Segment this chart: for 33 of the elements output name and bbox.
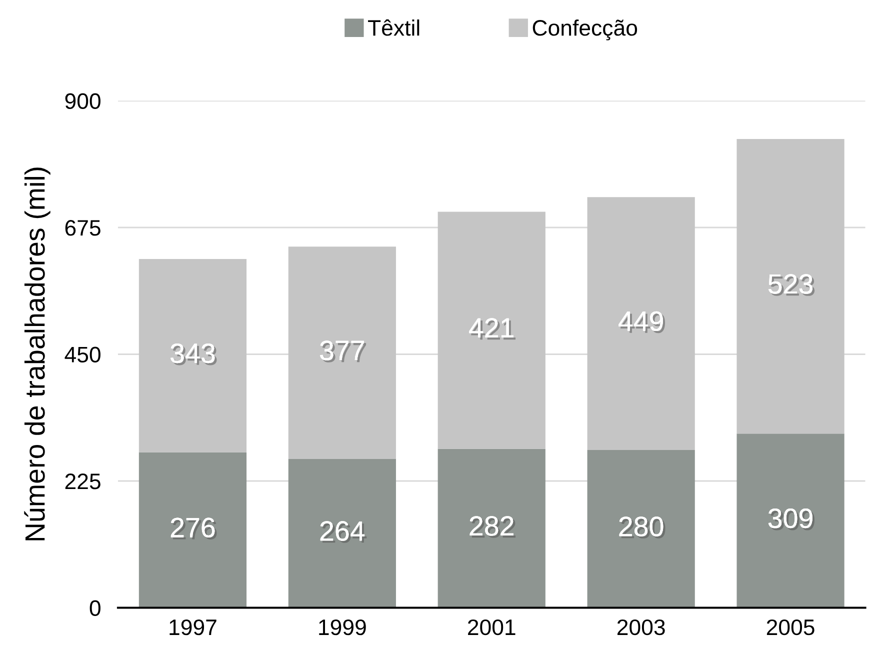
legend-label: Confecção [532, 19, 638, 40]
data-label: 449 [618, 311, 666, 334]
bar [736, 139, 844, 434]
bar [438, 448, 546, 608]
y-tick-label: 0 [90, 600, 100, 616]
data-label: 276 [170, 518, 217, 540]
x-tick-label: 1999 [319, 619, 366, 636]
data-label: 280 [619, 516, 666, 538]
bar [587, 450, 695, 608]
x-tick-label: 1997 [170, 619, 216, 636]
data-label: 264 [320, 521, 367, 543]
data-label: 309 [768, 508, 814, 530]
bar [138, 452, 247, 608]
y-tick-label: 900 [65, 93, 100, 110]
bar [736, 434, 844, 608]
data-label: 377 [320, 340, 366, 362]
y-tick-label: 225 [65, 474, 100, 490]
bar [587, 197, 695, 450]
bar [138, 259, 247, 452]
y-tick-label: 675 [65, 220, 100, 236]
data-label: 523 [768, 274, 815, 296]
data-label: 282 [470, 516, 516, 538]
bar [288, 459, 396, 608]
y-axis-title: Número de trabalhadores (mil) [24, 168, 50, 540]
x-tick-label: 2003 [617, 619, 665, 636]
data-label: 421 [469, 318, 516, 340]
bar [438, 212, 546, 449]
legend-label: Têxtil [368, 19, 420, 36]
y-tick-label: 450 [64, 346, 100, 363]
x-tick-label: 2005 [766, 619, 814, 636]
bar [288, 246, 396, 460]
x-tick-label: 2001 [468, 619, 516, 636]
data-label: 343 [170, 343, 217, 366]
